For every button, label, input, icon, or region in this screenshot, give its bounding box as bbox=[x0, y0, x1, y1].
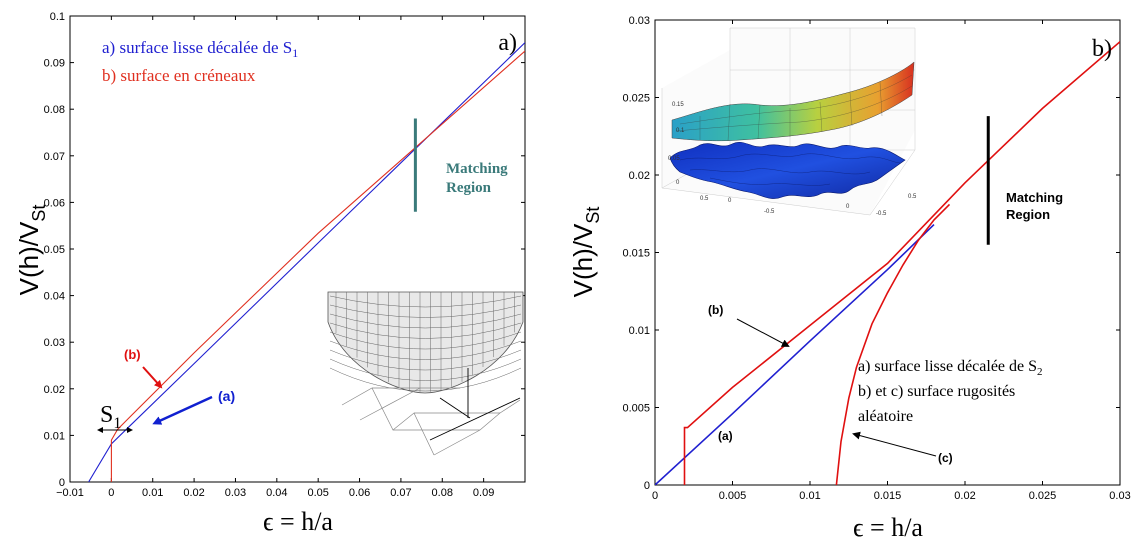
y-axis-label-a: V(h)/VSt bbox=[14, 205, 49, 296]
y-tick-label: 0.1 bbox=[50, 11, 65, 23]
matching-region-a: Matching Region bbox=[413, 118, 508, 212]
series-group-b bbox=[655, 41, 1120, 485]
x-axis-label-b: ϵ = h/a bbox=[853, 513, 923, 542]
panel-b: 0 0.005 0.01 0.015 0.02 0.025 0.03 0 0.005 0.01 0.… bbox=[568, 15, 1131, 542]
series-line-a-a bbox=[88, 42, 525, 482]
y-axis-label-b: V(h)/VSt bbox=[568, 207, 603, 298]
y-tick-label: 0.03 bbox=[629, 15, 650, 27]
y-tick-label: 0.09 bbox=[44, 58, 65, 70]
x-tick-label: 0.04 bbox=[266, 487, 287, 499]
inset-x-tick-1: -0.5 bbox=[764, 209, 775, 215]
x-tick-label: 0.05 bbox=[307, 487, 328, 499]
y-tick-label: 0.01 bbox=[629, 325, 650, 337]
x-tick-label: 0.01 bbox=[142, 487, 163, 499]
matching-region-b: Matching Region bbox=[986, 116, 1063, 245]
x-tick-label: 0 bbox=[108, 487, 114, 499]
legend-item-b-2: aléatoire bbox=[858, 408, 913, 425]
matching-region-label-a-line2: Region bbox=[446, 180, 492, 196]
inset-x-tick-0: 0 bbox=[728, 198, 732, 204]
tick-group-a: −0.01 0 0.01 0.02 0.03 0.04 0.05 0.06 0.07 0.08 0.… bbox=[44, 11, 525, 499]
y-tick-label: 0.04 bbox=[44, 291, 65, 303]
legend-item-a-series-a: a) surface lisse décalée de S1 bbox=[102, 38, 298, 60]
inset-y-tick-1: -0.5 bbox=[876, 211, 887, 217]
series-group-a bbox=[88, 42, 525, 482]
sphere-wireframe-inset bbox=[327, 291, 524, 456]
x-tick-label: 0.09 bbox=[473, 487, 494, 499]
annotation-arrow-b-b bbox=[736, 318, 790, 347]
inset-z-tick-1: 0.1 bbox=[676, 128, 685, 134]
annotation-arrow-c-b bbox=[852, 431, 937, 457]
panel-label-a: a) bbox=[498, 30, 517, 56]
x-tick-label: 0 bbox=[652, 490, 658, 502]
series-line-b-b bbox=[683, 41, 1120, 485]
y-tick-label: 0.015 bbox=[622, 248, 650, 260]
series-line-b-a bbox=[110, 50, 525, 482]
x-tick-label: 0.06 bbox=[349, 487, 370, 499]
series-line-a-b bbox=[655, 224, 935, 485]
x-tick-label: 0.03 bbox=[225, 487, 246, 499]
legend-item-b-0: a) surface lisse décalée de S2 bbox=[858, 358, 1043, 378]
tick-group-b: 0 0.005 0.01 0.015 0.02 0.025 0.03 0 0.005 0.01 0.… bbox=[622, 15, 1130, 502]
y-tick-label: 0.06 bbox=[44, 197, 65, 209]
panel-a: −0.01 0 0.01 0.02 0.03 0.04 0.05 0.06 0.07 0.08 0.… bbox=[14, 11, 526, 536]
y-tick-label: 0 bbox=[59, 477, 65, 489]
matching-region-label-b-line2: Region bbox=[1006, 207, 1050, 222]
matching-region-label-b-line1: Matching bbox=[1006, 190, 1063, 205]
inset-x-tick-2: 0 bbox=[846, 204, 850, 210]
inset-x-tick-3: 0.5 bbox=[908, 194, 917, 200]
y-tick-label: 0 bbox=[644, 480, 650, 492]
x-tick-label: 0.03 bbox=[1109, 490, 1130, 502]
y-tick-label: 0.02 bbox=[44, 384, 65, 396]
legend-item-a-series-b: b) surface en créneaux bbox=[102, 66, 256, 85]
x-tick-label: 0.01 bbox=[799, 490, 820, 502]
annotation-b-b: (b) bbox=[708, 303, 723, 317]
annotation-arrow-b-a bbox=[142, 366, 163, 389]
annotation-arrow-a-a bbox=[152, 395, 213, 425]
x-tick-label: 0.07 bbox=[390, 487, 411, 499]
x-tick-label: −0.01 bbox=[56, 487, 84, 499]
panel-label-b: b) bbox=[1092, 36, 1112, 62]
y-tick-label: 0.07 bbox=[44, 151, 65, 163]
y-tick-label: 0.01 bbox=[44, 430, 65, 442]
x-tick-label: 0.015 bbox=[874, 490, 902, 502]
annotation-b-a: (b) bbox=[124, 347, 141, 362]
inset-y-tick-0: 0.5 bbox=[700, 196, 709, 202]
legend-item-b-1: b) et c) surface rugosités bbox=[858, 383, 1015, 400]
inset-z-tick-2: 0.05 bbox=[668, 156, 680, 162]
x-axis-label-a: ϵ = h/a bbox=[263, 507, 333, 536]
y-tick-label: 0.025 bbox=[622, 93, 650, 105]
x-tick-label: 0.025 bbox=[1029, 490, 1057, 502]
annotation-a-a: (a) bbox=[218, 388, 235, 404]
inset-z-tick-3: 0 bbox=[676, 180, 680, 186]
y-tick-label: 0.03 bbox=[44, 337, 65, 349]
x-tick-label: 0.08 bbox=[432, 487, 453, 499]
x-tick-label: 0.02 bbox=[954, 490, 975, 502]
x-tick-label: 0.02 bbox=[183, 487, 204, 499]
x-tick-label: 0.005 bbox=[719, 490, 747, 502]
annotation-a-b: (a) bbox=[718, 429, 733, 443]
axes-frame-a bbox=[69, 15, 526, 483]
annotation-c-b: (c) bbox=[938, 451, 953, 465]
surface-3d-inset: 0.15 0.1 0.05 0 0 -0.5 0 0.5 0.5 -0.5 bbox=[661, 27, 917, 217]
y-tick-label: 0.08 bbox=[44, 104, 65, 116]
y-tick-label: 0.02 bbox=[629, 170, 650, 182]
inset-z-tick-0: 0.15 bbox=[672, 102, 684, 108]
series-line-c-b bbox=[835, 203, 951, 485]
matching-region-label-a-line1: Matching bbox=[446, 161, 508, 177]
s1-label: S1 bbox=[100, 402, 121, 432]
y-tick-label: 0.005 bbox=[622, 403, 650, 415]
y-tick-label: 0.05 bbox=[44, 244, 65, 256]
